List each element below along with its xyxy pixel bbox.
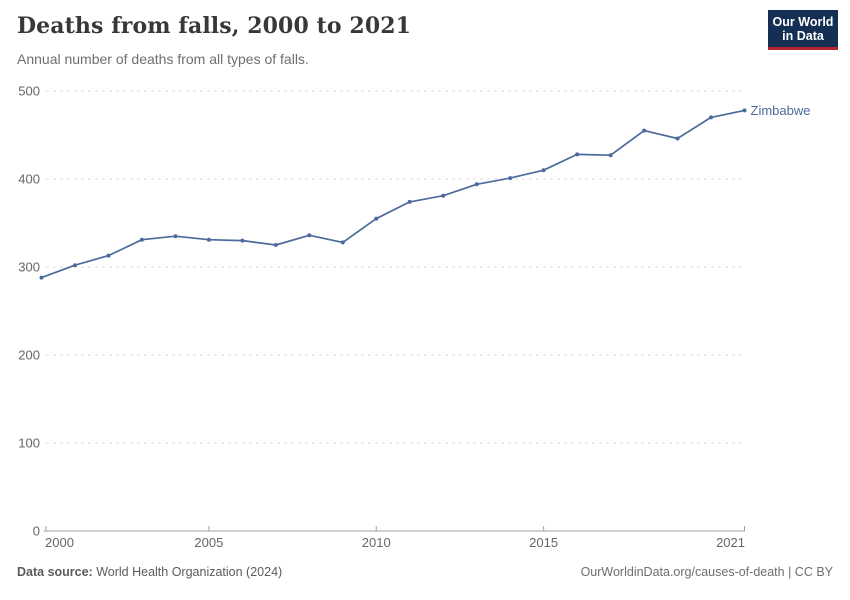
series-label-zimbabwe[interactable]: Zimbabwe xyxy=(750,102,811,118)
x-axis-tick-label: 2015 xyxy=(529,535,558,550)
data-point-2001[interactable] xyxy=(73,263,77,268)
chart-footer: Data source: World Health Organization (… xyxy=(17,565,833,579)
data-source-label: Data source: xyxy=(17,565,93,579)
owid-logo-text-line2: in Data xyxy=(782,29,824,43)
chart-subtitle: Annual number of deaths from all types o… xyxy=(17,51,309,67)
y-axis-tick-label: 400 xyxy=(18,172,40,187)
y-axis-tick-label: 100 xyxy=(18,436,40,451)
x-axis-tick-label: 2000 xyxy=(45,535,74,550)
data-source-value: World Health Organization (2024) xyxy=(92,565,283,579)
data-point-2002[interactable] xyxy=(106,253,111,258)
y-axis-tick-label: 200 xyxy=(18,348,40,363)
owid-logo-text-line1: Our World xyxy=(772,15,834,29)
data-point-2013[interactable] xyxy=(474,182,479,187)
chart-title: Deaths from falls, 2000 to 2021 xyxy=(17,13,412,39)
x-axis-tick-label: 2005 xyxy=(194,535,223,550)
data-point-2008[interactable] xyxy=(307,233,312,238)
data-point-2003[interactable] xyxy=(139,237,144,242)
data-point-2010[interactable] xyxy=(374,216,379,221)
data-point-2004[interactable] xyxy=(173,234,178,239)
data-point-2014[interactable] xyxy=(508,176,513,181)
x-axis-tick-label: 2010 xyxy=(362,535,391,550)
y-axis-tick-label: 500 xyxy=(18,84,40,99)
data-point-2005[interactable] xyxy=(206,237,211,242)
data-point-2015[interactable] xyxy=(541,168,546,173)
owid-logo[interactable]: Our World in Data xyxy=(768,10,838,50)
data-point-2021[interactable] xyxy=(742,108,747,113)
data-point-2007[interactable] xyxy=(273,243,278,247)
y-axis-tick-label: 0 xyxy=(33,524,40,539)
x-axis-tick-label: 2021 xyxy=(716,535,745,550)
data-point-2019[interactable] xyxy=(675,136,680,141)
data-point-2012[interactable] xyxy=(441,193,446,198)
data-point-2017[interactable] xyxy=(608,153,613,158)
data-point-2009[interactable] xyxy=(340,240,345,245)
data-source-note: Data source: World Health Organization (… xyxy=(17,565,282,579)
data-point-2020[interactable] xyxy=(709,115,713,120)
data-point-2011[interactable] xyxy=(407,199,412,204)
data-point-2018[interactable] xyxy=(642,128,647,133)
data-point-2006[interactable] xyxy=(240,238,245,243)
footer-citation-link[interactable]: OurWorldinData.org/causes-of-death | CC … xyxy=(580,565,833,579)
trend-line-zimbabwe[interactable] xyxy=(40,109,746,279)
data-point-2016[interactable] xyxy=(575,152,580,157)
data-point-2000[interactable] xyxy=(39,275,44,280)
y-axis-tick-label: 300 xyxy=(18,260,40,275)
